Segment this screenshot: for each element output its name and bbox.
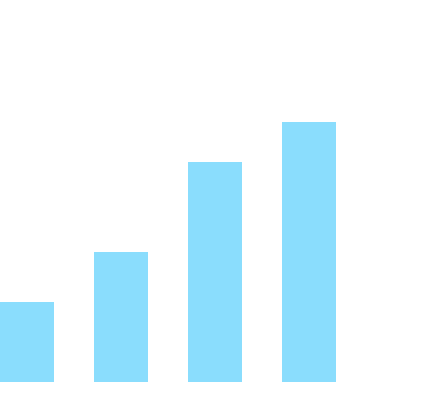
bar-2 [94, 252, 148, 382]
bars-group [0, 122, 336, 382]
bar-3 [188, 162, 242, 382]
bar-4 [282, 122, 336, 382]
bar-1 [0, 302, 54, 382]
